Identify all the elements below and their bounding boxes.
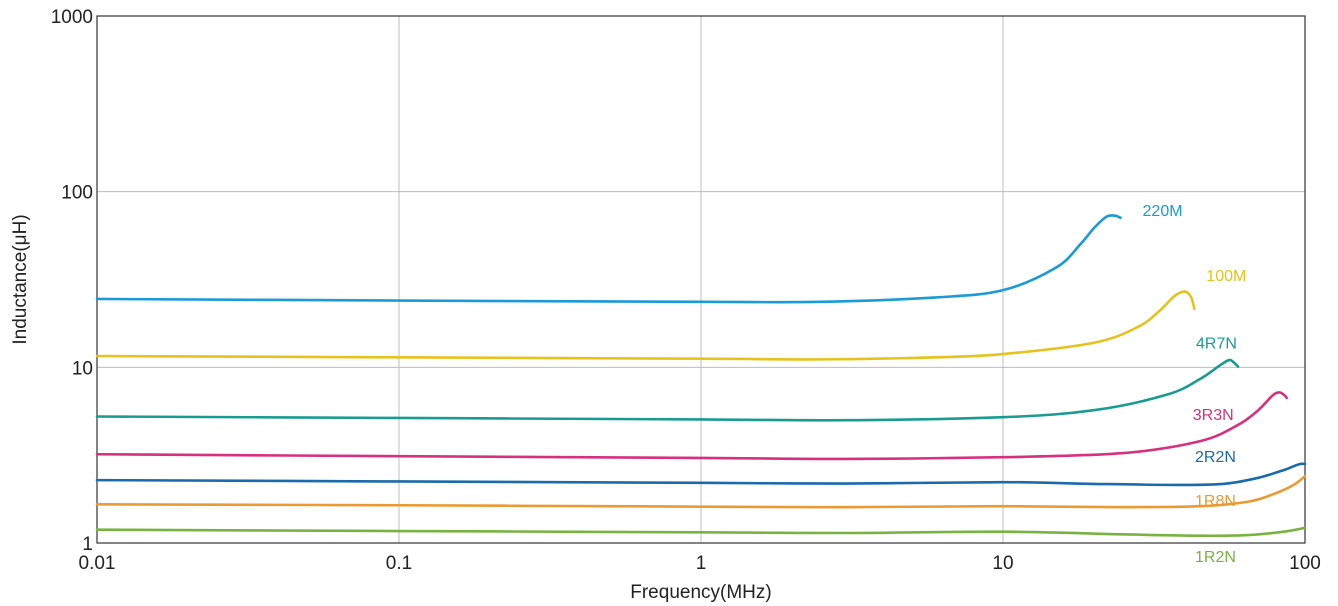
- x-tick-label: 0.01: [79, 553, 116, 574]
- x-tick-labels: 0.01 0.1 1 10 100: [79, 553, 1321, 574]
- series-label-1r2n: 1R2N: [1195, 549, 1236, 566]
- series-labels: 220M 100M 4R7N 3R3N 2R2N 1R8N 1R2N: [1143, 203, 1247, 566]
- series-lines: [95, 214, 1307, 538]
- series-line-3r3n: [95, 391, 1289, 461]
- x-tick-label: 0.1: [386, 553, 412, 574]
- series-label-100m: 100M: [1206, 268, 1246, 285]
- y-tick-label: 1000: [51, 7, 93, 28]
- series-line-2r2n: [95, 462, 1307, 487]
- y-tick-label: 100: [61, 183, 93, 204]
- y-axis-title: Inductance(μH): [10, 214, 31, 344]
- series-label-2r2n: 2R2N: [1195, 449, 1236, 466]
- series-line-1r2n: [95, 526, 1307, 538]
- series-line-4r7n: [95, 358, 1240, 422]
- grid-lines: [96, 15, 1306, 544]
- series-label-220m: 220M: [1143, 203, 1183, 220]
- series-label-4r7n: 4R7N: [1196, 336, 1237, 353]
- plot-frame: [96, 15, 1306, 544]
- y-tick-labels: 1 10 100 1000: [51, 7, 93, 555]
- y-tick-label: 1: [82, 534, 93, 555]
- x-axis-title: Frequency(MHz): [630, 582, 771, 603]
- x-tick-label: 1: [696, 553, 707, 574]
- x-tick-label: 100: [1289, 553, 1321, 574]
- y-tick-label: 10: [72, 358, 93, 379]
- x-tick-label: 10: [992, 553, 1013, 574]
- series-line-220m: [95, 214, 1122, 304]
- series-line-1r8n: [95, 474, 1307, 509]
- series-line-100m: [95, 290, 1196, 361]
- series-label-1r8n: 1R8N: [1195, 493, 1236, 510]
- series-label-3r3n: 3R3N: [1193, 407, 1234, 424]
